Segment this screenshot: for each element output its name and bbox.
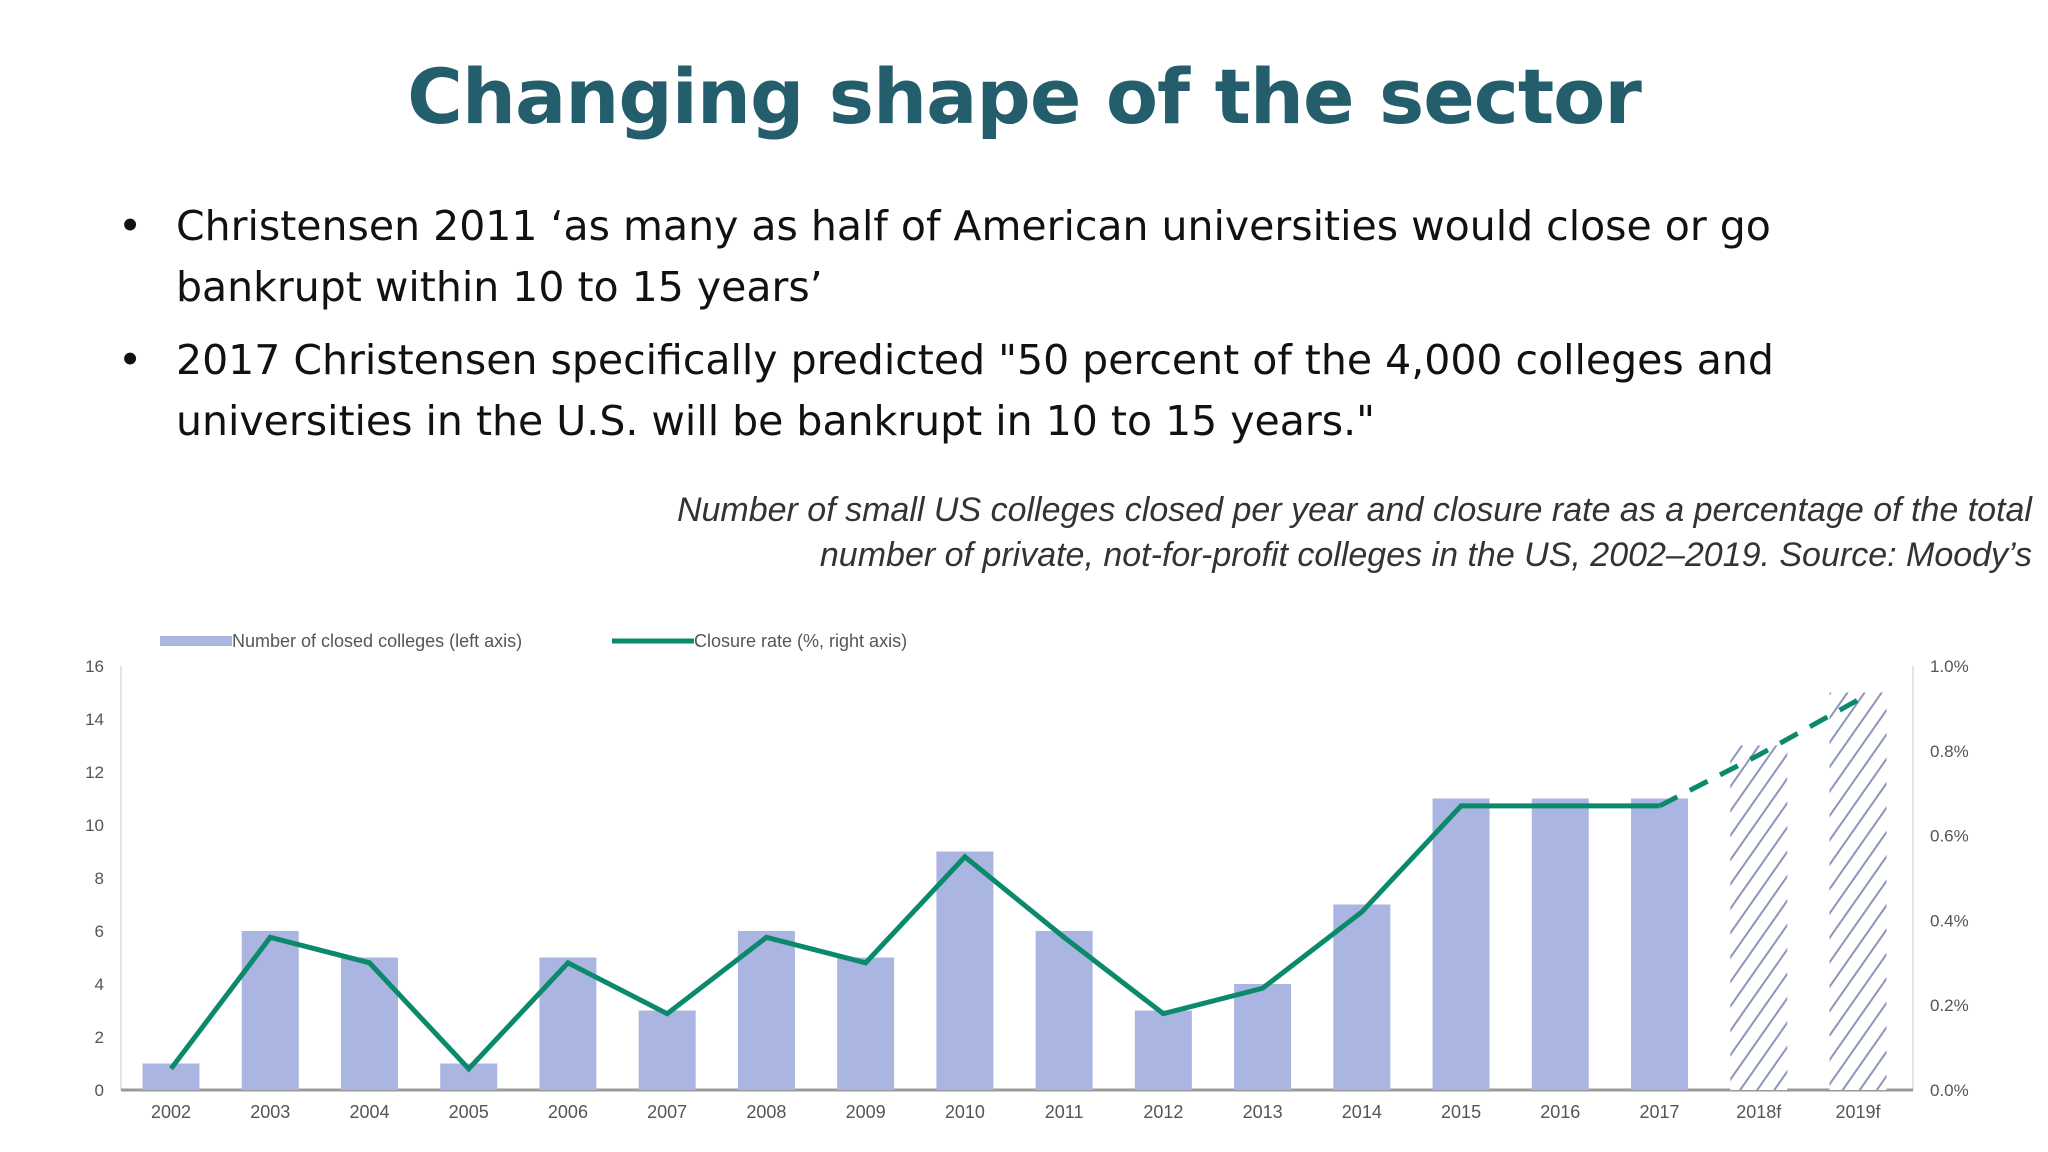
bar bbox=[737, 931, 795, 1090]
legend-label-bars: Number of closed colleges (left axis) bbox=[232, 631, 522, 651]
bullet-text: 2017 Christensen specifically predicted … bbox=[176, 336, 1774, 445]
left-tick-label: 16 bbox=[85, 657, 104, 676]
bar bbox=[1631, 798, 1689, 1090]
x-tick-label: 2003 bbox=[250, 1102, 290, 1122]
x-tick-label: 2012 bbox=[1143, 1102, 1183, 1122]
closures-chart: Number of closed colleges (left axis) Cl… bbox=[85, 631, 1969, 1122]
x-tick-label: 2013 bbox=[1243, 1102, 1283, 1122]
x-tick-label: 2015 bbox=[1441, 1102, 1481, 1122]
x-tick-label: 2006 bbox=[548, 1102, 588, 1122]
x-tick-label: 2007 bbox=[647, 1102, 687, 1122]
x-tick-label: 2011 bbox=[1045, 1102, 1084, 1122]
left-tick-label: 10 bbox=[85, 816, 104, 835]
bullet-dot-icon: • bbox=[118, 336, 143, 384]
legend: Number of closed colleges (left axis) Cl… bbox=[160, 631, 907, 651]
left-tick-label: 0 bbox=[95, 1081, 104, 1100]
forecast-bar bbox=[1730, 745, 1788, 1090]
x-tick-label: 2005 bbox=[449, 1102, 489, 1122]
x-tick-label: 2016 bbox=[1540, 1102, 1580, 1122]
x-tick-label: 2018f bbox=[1736, 1102, 1782, 1122]
bar bbox=[1234, 984, 1292, 1090]
right-tick-label: 0.0% bbox=[1930, 1081, 1969, 1100]
left-tick-label: 4 bbox=[95, 975, 104, 994]
legend-label-line: Closure rate (%, right axis) bbox=[694, 631, 907, 651]
bar bbox=[1432, 798, 1490, 1090]
x-tick-label: 2002 bbox=[151, 1102, 191, 1122]
legend-bar-swatch bbox=[160, 636, 232, 646]
right-tick-label: 0.4% bbox=[1930, 911, 1969, 930]
x-tick-label: 2008 bbox=[746, 1102, 786, 1122]
right-tick-label: 1.0% bbox=[1930, 657, 1969, 676]
left-tick-label: 8 bbox=[95, 869, 104, 888]
x-tick-label: 2009 bbox=[846, 1102, 886, 1122]
bar bbox=[539, 957, 597, 1090]
slide-title: Changing shape of the sector bbox=[407, 52, 1642, 141]
x-tick-label: 2004 bbox=[349, 1102, 389, 1122]
x-tick-label: 2010 bbox=[945, 1102, 985, 1122]
left-tick-label: 12 bbox=[85, 763, 104, 782]
right-tick-label: 0.6% bbox=[1930, 827, 1969, 846]
bar bbox=[1035, 931, 1093, 1090]
bar bbox=[837, 957, 895, 1090]
right-tick-label: 0.2% bbox=[1930, 996, 1969, 1015]
x-tick-label: 2017 bbox=[1640, 1102, 1680, 1122]
bar bbox=[1333, 904, 1391, 1090]
bar bbox=[638, 1010, 696, 1090]
bullet-dot-icon: • bbox=[118, 202, 143, 250]
x-tick-label: 2014 bbox=[1342, 1102, 1382, 1122]
bar bbox=[936, 851, 994, 1090]
closure-rate-line bbox=[169, 803, 1660, 1073]
left-tick-label: 6 bbox=[95, 922, 104, 941]
left-tick-label: 14 bbox=[85, 710, 104, 729]
forecast-bar bbox=[1829, 692, 1887, 1090]
right-tick-label: 0.8% bbox=[1930, 742, 1969, 761]
bar bbox=[1134, 1010, 1192, 1090]
left-tick-label: 2 bbox=[95, 1028, 104, 1047]
bar bbox=[340, 957, 398, 1090]
bar bbox=[241, 931, 299, 1090]
bullet-text: Christensen 2011 ‘as many as half of Ame… bbox=[176, 202, 1771, 311]
x-tick-label: 2019f bbox=[1835, 1102, 1881, 1122]
chart-caption: Number of small US colleges closed per y… bbox=[676, 491, 2032, 574]
bar bbox=[1531, 798, 1589, 1090]
